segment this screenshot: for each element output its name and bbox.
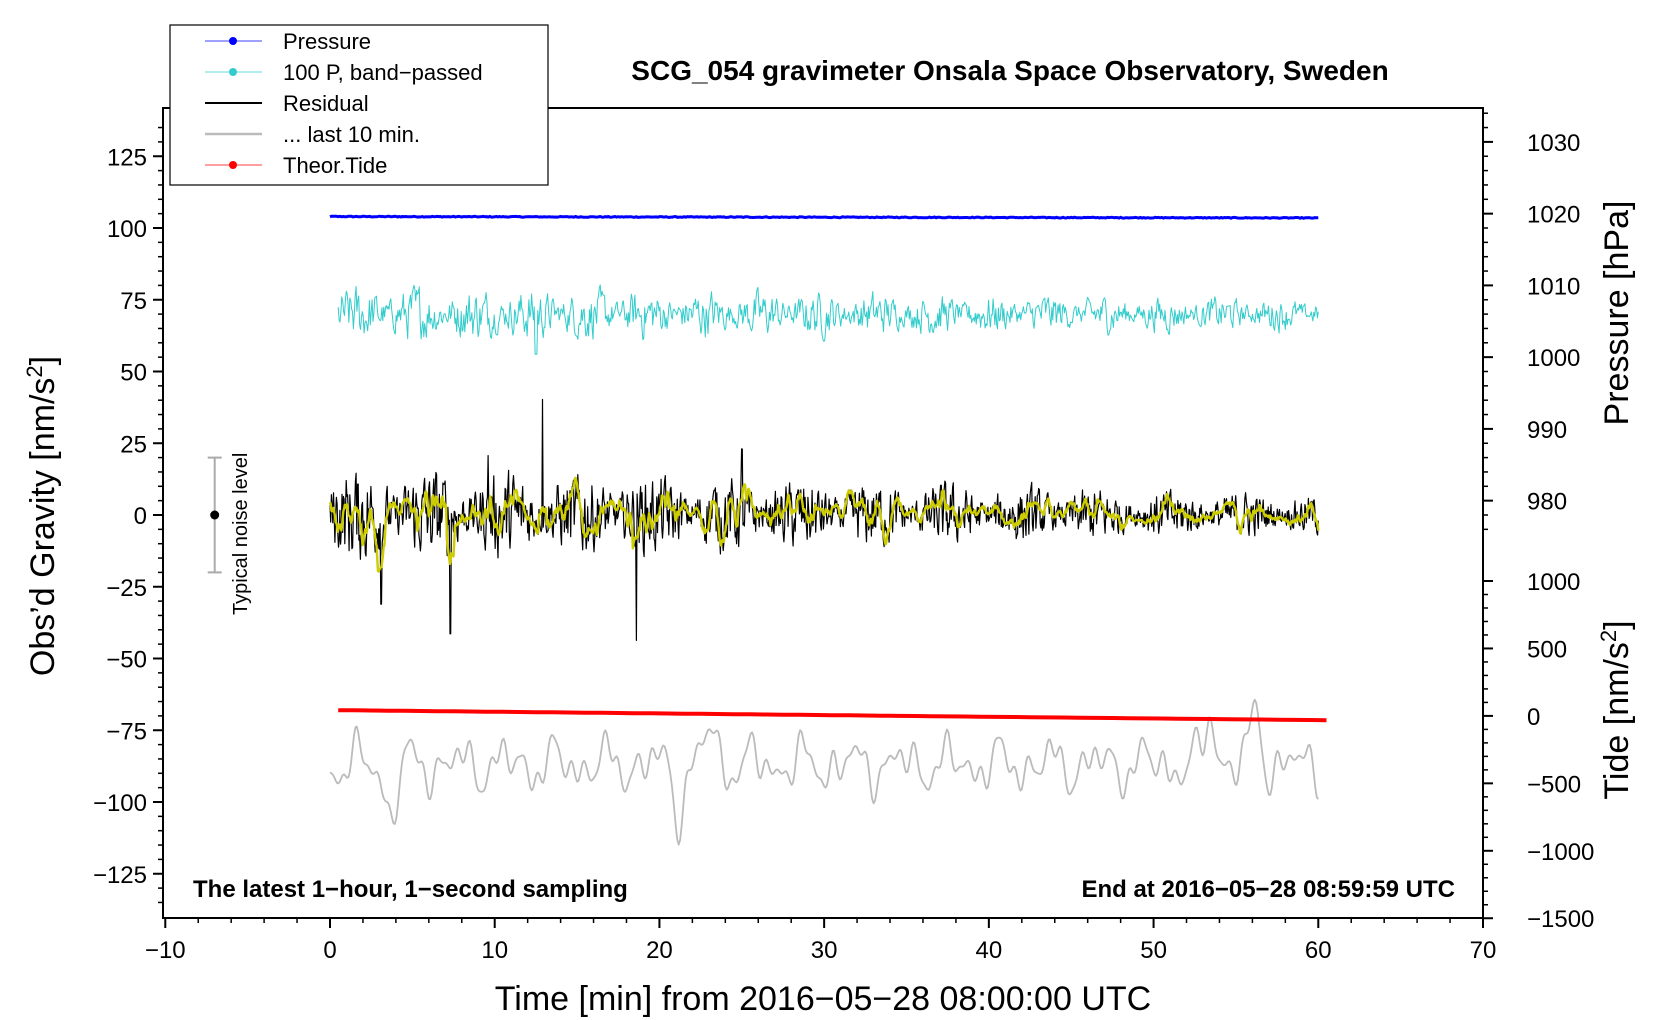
series-residual-smoothed [328, 476, 1320, 573]
series-layer [328, 214, 1327, 846]
x-tick-label-8: 70 [1470, 937, 1497, 964]
legend-marker-1 [229, 68, 237, 76]
legend: Pressure 100 P, band−passed Residual ... la… [169, 24, 549, 186]
x-tick-label-1: 0 [323, 937, 336, 964]
legend-label-3: ... last 10 min. [283, 122, 420, 147]
series-residual [329, 398, 1319, 641]
legend-label-2: Residual [283, 91, 369, 116]
legend-label-0: Pressure [283, 29, 371, 54]
pressure-tick-label-2: 1010 [1527, 273, 1580, 300]
y-tick-label-5: 0 [134, 503, 147, 530]
y-tick-label-4: 25 [120, 431, 147, 458]
tide-tick-label-4: −1000 [1527, 839, 1594, 866]
y-axis-left-title: Obs’d Gravity [nm/s2] [22, 356, 62, 676]
series-theor-tide [338, 708, 1327, 723]
annotation-bottom-left: The latest 1−hour, 1−second sampling [193, 876, 628, 903]
plot-frame [162, 107, 1484, 919]
legend-box [169, 24, 549, 186]
x-axis-title: Time [min] from 2016−05−28 08:00:00 UTC [495, 980, 1151, 1018]
series-pressure [329, 214, 1319, 220]
tide-tick-label-3: −500 [1527, 771, 1581, 798]
y-axis-tide-title-sup: 2 [1596, 630, 1621, 642]
pressure-tick-label-5: 980 [1527, 489, 1567, 516]
x-tick-label-6: 50 [1140, 937, 1167, 964]
pressure-tick-label-1: 1020 [1527, 202, 1580, 229]
y-axis-tide: 1000 500 0 −500 −1000 −1500 [1483, 569, 1594, 933]
y-tick-label-9: −100 [93, 790, 147, 817]
tide-tick-label-1: 500 [1527, 636, 1567, 663]
y-tick-label-0: 125 [107, 144, 147, 171]
chart-title: SCG_054 gravimeter Onsala Space Observat… [631, 55, 1388, 86]
legend-marker-0 [229, 37, 237, 45]
legend-label-4: Theor.Tide [283, 153, 387, 178]
tide-tick-label-5: −1500 [1527, 906, 1594, 933]
x-tick-label-3: 20 [646, 937, 673, 964]
y-axis-pressure-title: Pressure [hPa] [1598, 201, 1636, 426]
series-band-passed [337, 284, 1319, 355]
y-tick-label-10: −125 [93, 862, 147, 889]
pressure-tick-label-0: 1030 [1527, 130, 1580, 157]
y-tick-label-1: 100 [107, 216, 147, 243]
tide-tick-label-0: 1000 [1527, 569, 1580, 596]
pressure-tick-label-4: 990 [1527, 417, 1567, 444]
x-tick-label-2: 10 [481, 937, 508, 964]
noise-label: Typical noise level [230, 453, 252, 615]
pressure-tick-label-3: 1000 [1527, 345, 1580, 372]
y-axis-left-title-sup: 2 [22, 365, 47, 377]
series-last-10-min [329, 698, 1319, 846]
y-axis-left-title-end: ] [24, 356, 62, 365]
noise-indicator: Typical noise level [207, 453, 252, 615]
noise-bar-center [210, 510, 220, 520]
y-axis-tide-title: Tide [nm/s2] [1596, 620, 1636, 799]
x-tick-label-4: 30 [811, 937, 838, 964]
x-axis: −10 0 10 20 30 40 50 60 70 [145, 918, 1496, 964]
y-tick-label-8: −75 [106, 718, 147, 745]
tide-tick-label-2: 0 [1527, 704, 1540, 731]
x-tick-label-5: 40 [976, 937, 1003, 964]
x-tick-label-7: 60 [1305, 937, 1332, 964]
legend-marker-4 [229, 161, 237, 169]
y-tick-label-3: 50 [120, 360, 147, 387]
y-axis-left: 125 100 75 50 25 0 −25 −50 −75 −100 −125 [93, 126, 163, 904]
y-tick-label-6: −25 [106, 575, 147, 602]
y-axis-tide-title-end: ] [1598, 620, 1636, 629]
y-axis-tide-title-main: Tide [nm/s [1598, 642, 1636, 799]
y-axis-pressure: 1030 1020 1010 1000 990 980 [1483, 112, 1580, 531]
x-tick-label-0: −10 [145, 937, 186, 964]
y-tick-label-2: 75 [120, 288, 147, 315]
annotation-bottom-right: End at 2016−05−28 08:59:59 UTC [1081, 876, 1455, 903]
legend-label-1: 100 P, band−passed [283, 60, 483, 85]
y-axis-left-title-main: Obs’d Gravity [nm/s [24, 378, 62, 677]
y-tick-label-7: −50 [106, 647, 147, 674]
